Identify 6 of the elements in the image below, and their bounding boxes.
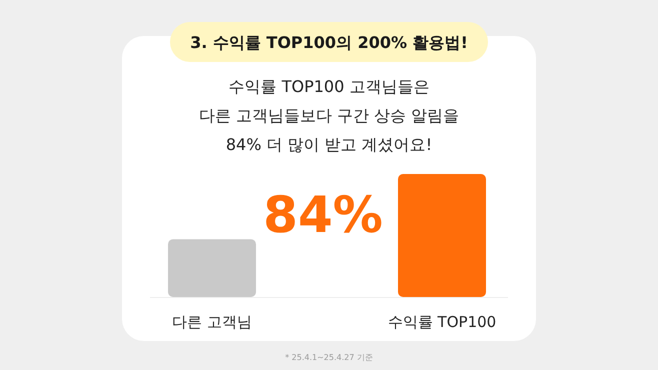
annotation: 84% (263, 186, 383, 244)
chart-title: 3. 수익률 TOP100의 200% 활용법! (190, 33, 468, 52)
x-tick-label: 다른 고객님 (172, 313, 252, 331)
x-tick-label: 수익률 TOP100 (388, 313, 496, 331)
chart-subtitle: 수익률 TOP100 고객님들은 다른 고객님들보다 구간 상승 알림을 84% 더 많이 받고 계셨어요! (198, 77, 460, 154)
text: * 25.4.1~25.4.27 기준 (285, 353, 373, 362)
